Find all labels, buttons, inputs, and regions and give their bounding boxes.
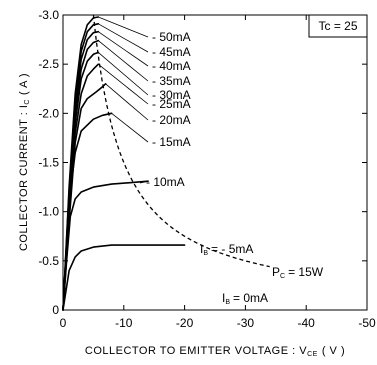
series-label-10: - 50mA bbox=[152, 30, 191, 44]
ib-0ma-label-sub: B bbox=[225, 299, 230, 306]
x-tick-label: -30 bbox=[237, 316, 255, 330]
y-axis-title: COLLECTOR CURRENT : IC ( A ) bbox=[18, 73, 31, 251]
y-tick-label: -0.5 bbox=[38, 254, 59, 268]
x-axis-title-sub: CE bbox=[307, 351, 318, 358]
series-label-7: - 35mA bbox=[152, 74, 191, 88]
power-limit-label-sub: C bbox=[280, 273, 285, 280]
leader-line-10 bbox=[98, 16, 149, 38]
x-axis-title-unit: ( V ) bbox=[322, 345, 345, 357]
ib-5ma-label: IB = - 5mA bbox=[200, 242, 253, 257]
y-tick-label: -2.0 bbox=[38, 106, 59, 120]
x-axis-title-main: COLLECTOR TO EMITTER VOLTAGE : V bbox=[85, 345, 307, 357]
leader-line-7 bbox=[98, 40, 149, 82]
series-label-6: - 30mA bbox=[152, 88, 191, 102]
y-tick-label: 0 bbox=[52, 303, 59, 317]
ib-0ma-label-main: I bbox=[222, 291, 225, 305]
y-axis-title-sub: C bbox=[24, 99, 31, 105]
x-tick-label: -40 bbox=[298, 316, 316, 330]
x-tick-label: -50 bbox=[358, 316, 376, 330]
series-label-9: - 45mA bbox=[152, 45, 191, 59]
leader-line-6 bbox=[98, 52, 149, 96]
leader-line-2 bbox=[139, 180, 149, 184]
y-tick-label: -1.0 bbox=[38, 205, 59, 219]
power-limit-label: PC = 15W bbox=[272, 265, 324, 280]
y-axis-title-unit: ( A ) bbox=[18, 73, 30, 95]
leader-line-8 bbox=[98, 31, 149, 67]
series-label-4: - 20mA bbox=[152, 113, 191, 127]
x-axis: 0 -10 -20 -30 -40 -50 bbox=[60, 15, 376, 330]
ib-5ma-label-sub: B bbox=[203, 250, 208, 257]
series-label-5: - 25mA bbox=[152, 97, 191, 111]
x-tick-label: 0 bbox=[60, 316, 67, 330]
x-tick-label: -20 bbox=[176, 316, 194, 330]
condition-box-frame bbox=[308, 14, 368, 38]
leader-line-9 bbox=[98, 23, 149, 53]
leader-line-4 bbox=[105, 83, 149, 121]
series-label-3: - 15mA bbox=[152, 135, 191, 149]
x-axis-title: COLLECTOR TO EMITTER VOLTAGE : VCE ( V ) bbox=[85, 345, 345, 358]
y-tick-label: -3.0 bbox=[38, 8, 59, 22]
leader-line-3 bbox=[111, 112, 149, 143]
y-tick-label: -2.5 bbox=[38, 57, 59, 71]
power-limit-label-main: P bbox=[272, 265, 280, 279]
series-label-8: - 40mA bbox=[152, 59, 191, 73]
power-limit-label-value: = 15W bbox=[288, 265, 324, 279]
power-limit-curve bbox=[92, 14, 270, 268]
series-line-1 bbox=[62, 244, 186, 311]
series-label-2: - 10mA bbox=[146, 175, 185, 189]
ib-0ma-label-value: = 0mA bbox=[233, 291, 268, 305]
y-axis-title-main: COLLECTOR CURRENT : I bbox=[18, 105, 30, 251]
ib-5ma-label-value: = - 5mA bbox=[211, 242, 253, 256]
x-tick-label: -10 bbox=[115, 316, 133, 330]
condition-box: Tc = 25 bbox=[308, 14, 368, 38]
ib-5ma-label-main: I bbox=[200, 242, 203, 256]
y-axis: 0 -0.5 -1.0 -1.5 -2.0 -2.5 -3.0 bbox=[38, 8, 367, 317]
ib-0ma-label: IB = 0mA bbox=[222, 291, 268, 306]
curve-labels: - 10mA - 15mA - 20mA - 25mA- 30mA- 35mA- 40… bbox=[146, 30, 191, 189]
y-tick-label: -1.5 bbox=[38, 156, 59, 170]
condition-label: Tc = 25 bbox=[318, 19, 357, 33]
leader-line-5 bbox=[98, 63, 149, 105]
leader-lines bbox=[98, 16, 149, 184]
